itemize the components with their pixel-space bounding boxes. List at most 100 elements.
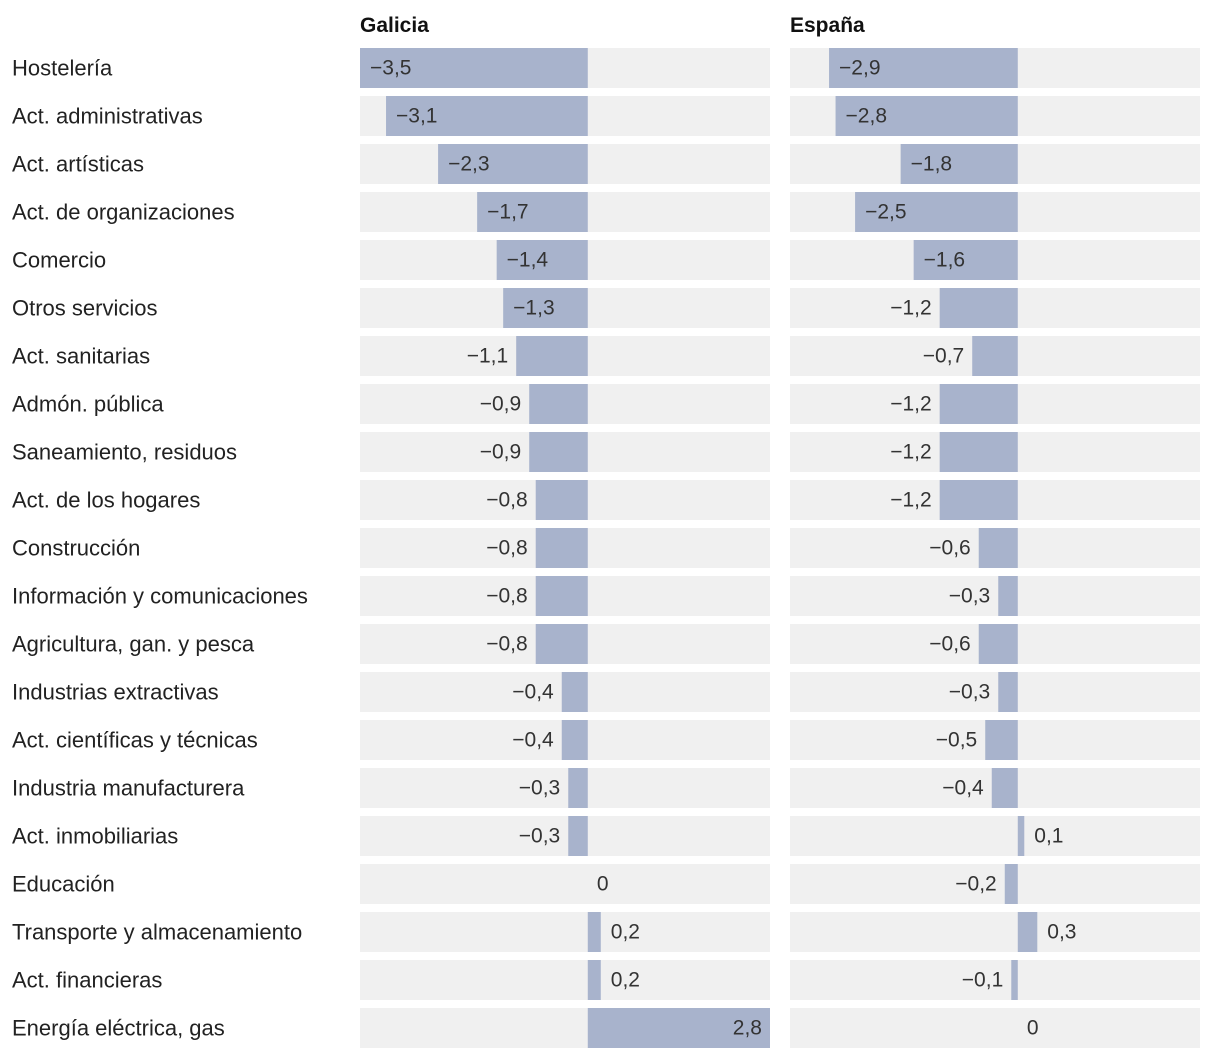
bar <box>900 144 1018 184</box>
value-label: 0 <box>1027 1017 1039 1040</box>
bar-track <box>360 816 770 856</box>
bar <box>516 336 588 376</box>
value-label: −0,8 <box>486 585 527 608</box>
bar <box>939 288 1018 328</box>
bar <box>855 192 1018 232</box>
bar-track <box>360 864 770 904</box>
value-label: −1,2 <box>890 489 931 512</box>
category-label: Transporte y almacenamiento <box>12 920 302 945</box>
value-label: −3,1 <box>396 105 437 128</box>
value-labels: −3,5 −3,1 −2,3 −1,7 −1,4 −1,3 −1,1 −0,9 −0,9 −0,8… <box>370 57 1077 1040</box>
bar-track <box>790 960 1200 1000</box>
value-label: 0,2 <box>611 921 640 944</box>
value-label: −0,8 <box>486 633 527 656</box>
category-label: Comercio <box>12 248 106 273</box>
value-label: −0,8 <box>486 489 527 512</box>
bar <box>978 528 1018 568</box>
value-label: −2,9 <box>839 57 880 80</box>
bar <box>939 432 1018 472</box>
category-label: Energía eléctrica, gas <box>12 1016 225 1041</box>
category-label: Industria manufacturera <box>12 776 245 801</box>
bar <box>568 768 588 808</box>
value-label: −1,2 <box>890 393 931 416</box>
category-label: Act. artísticas <box>12 152 144 177</box>
category-label: Otros servicios <box>12 296 157 321</box>
bar <box>535 480 588 520</box>
category-label: Saneamiento, residuos <box>12 440 237 465</box>
bar <box>829 48 1018 88</box>
bar <box>1017 816 1025 856</box>
bar <box>587 912 601 952</box>
category-label: Act. de organizaciones <box>12 200 235 225</box>
bar <box>535 528 588 568</box>
bar <box>529 432 588 472</box>
value-label: −1,7 <box>487 201 528 224</box>
value-label: −0,9 <box>480 441 521 464</box>
bar <box>939 384 1018 424</box>
bar-track <box>360 912 770 952</box>
category-labels: Hostelería Act. administrativas Act. artís… <box>12 56 308 1041</box>
panel-title: Galicia <box>360 14 429 37</box>
category-label: Act. inmobiliarias <box>12 824 178 849</box>
value-label: −0,3 <box>949 585 990 608</box>
category-label: Act. administrativas <box>12 104 203 129</box>
bar <box>386 96 588 136</box>
bar <box>998 576 1018 616</box>
bar <box>438 144 588 184</box>
bar <box>985 720 1018 760</box>
value-label: 0,2 <box>611 969 640 992</box>
category-label: Admón. pública <box>12 392 164 417</box>
bar <box>496 240 588 280</box>
value-label: −0,6 <box>929 537 970 560</box>
value-label: −0,4 <box>512 681 554 704</box>
value-label: −0,8 <box>486 537 527 560</box>
bar <box>587 1008 770 1048</box>
bar <box>587 960 601 1000</box>
category-label: Construcción <box>12 536 140 561</box>
value-label: −0,4 <box>942 777 984 800</box>
bar-track <box>790 576 1200 616</box>
bar <box>1017 912 1038 952</box>
bar <box>360 48 588 88</box>
bar <box>998 672 1018 712</box>
category-label: Act. financieras <box>12 968 162 993</box>
bar <box>561 720 588 760</box>
value-label: −0,1 <box>962 969 1003 992</box>
bar <box>535 624 588 664</box>
bar <box>913 240 1018 280</box>
bar-track <box>790 864 1200 904</box>
value-label: −1,3 <box>513 297 554 320</box>
value-label: −1,2 <box>890 441 931 464</box>
category-label: Industrias extractivas <box>12 680 219 705</box>
bar-layer <box>360 48 1038 1048</box>
category-label: Educación <box>12 872 115 897</box>
value-label: −2,5 <box>865 201 906 224</box>
bar <box>972 336 1018 376</box>
value-label: −0,4 <box>512 729 554 752</box>
bar-track <box>790 816 1200 856</box>
bar <box>1011 960 1018 1000</box>
value-label: −1,6 <box>924 249 965 272</box>
value-label: −0,9 <box>480 393 521 416</box>
bar-track <box>360 768 770 808</box>
value-label: 0,1 <box>1034 825 1063 848</box>
bar <box>535 576 588 616</box>
value-label: −0,3 <box>949 681 990 704</box>
bar <box>503 288 588 328</box>
panel-titles: Galicia España <box>360 14 865 37</box>
value-label: 0,3 <box>1047 921 1076 944</box>
bar <box>477 192 588 232</box>
bar <box>835 96 1018 136</box>
bar <box>939 480 1018 520</box>
category-label: Act. científicas y técnicas <box>12 728 258 753</box>
value-label: −0,2 <box>955 873 996 896</box>
value-label: −2,3 <box>448 153 489 176</box>
bar-track <box>790 1008 1200 1048</box>
category-label: Agricultura, gan. y pesca <box>12 632 255 657</box>
value-label: 2,8 <box>733 1017 762 1040</box>
bar <box>561 672 588 712</box>
bar <box>991 768 1018 808</box>
bar <box>568 816 588 856</box>
value-label: −1,2 <box>890 297 931 320</box>
